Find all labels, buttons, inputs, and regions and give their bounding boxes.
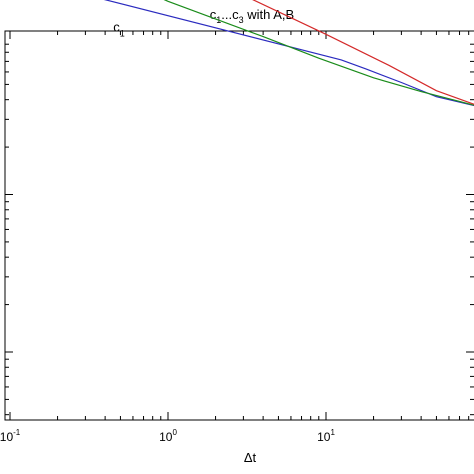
x-tick-label: 100	[159, 428, 177, 444]
series-label-1: c1	[113, 19, 125, 38]
series-line-2	[163, 0, 474, 106]
x-axis-label: Δt	[244, 450, 257, 465]
x-tick-label: 10-1	[0, 428, 21, 444]
x-tick-label: 101	[317, 428, 335, 444]
series-line-3	[252, 0, 474, 105]
series-line-1	[103, 0, 474, 107]
plot-frame	[4, 30, 474, 421]
x-tick-marks: 10-1 100 101	[0, 31, 470, 444]
y-tick-marks	[5, 43, 474, 416]
series-layer: c1c2c3	[103, 0, 474, 107]
chart-title: c1...c3 with A,B	[210, 7, 294, 25]
